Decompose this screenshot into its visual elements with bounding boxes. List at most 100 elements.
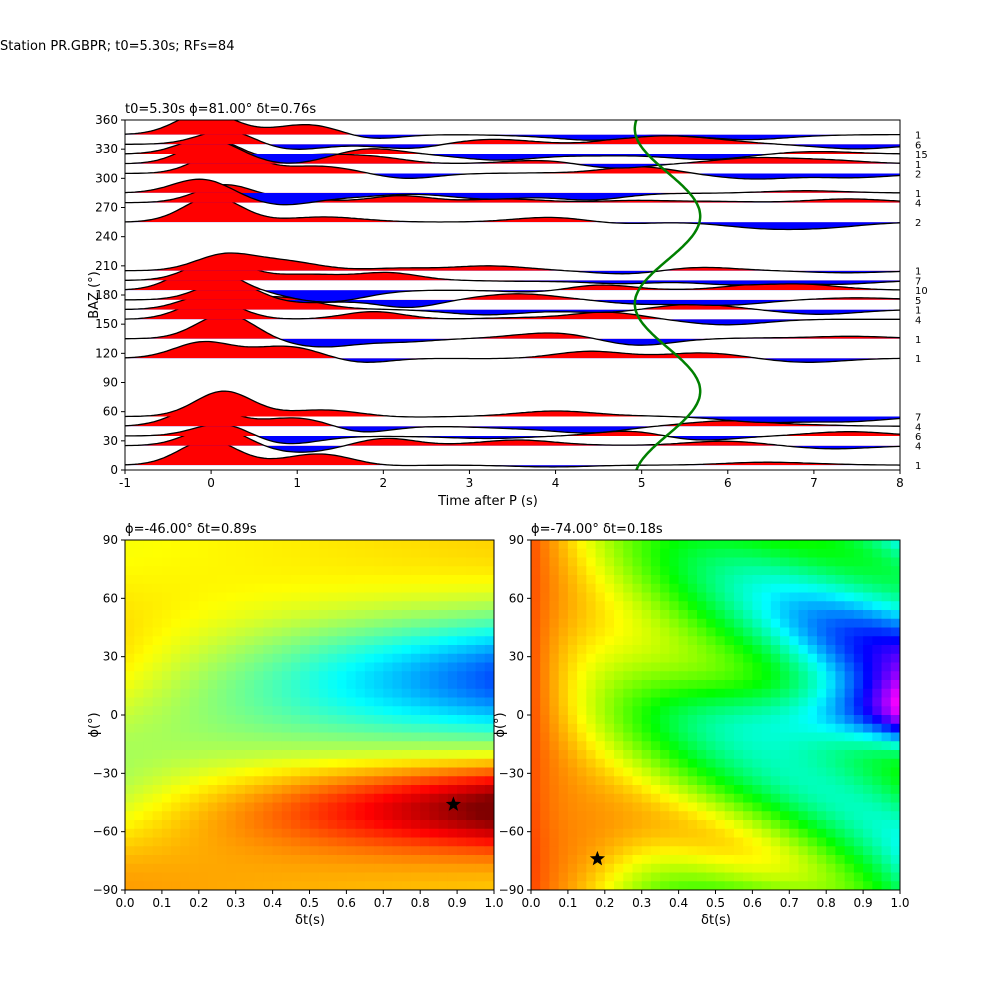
- heatmap-right-cell: [890, 592, 900, 602]
- heatmap-left-cell: [300, 610, 311, 620]
- heatmap-left-cell: [198, 662, 209, 672]
- heatmap-right-cell: [743, 802, 753, 812]
- heatmap-right-cell: [807, 872, 818, 882]
- heatmap-left-cell: [392, 741, 403, 751]
- heatmap-right-cell: [697, 793, 707, 804]
- heatmap-right-cell: [816, 540, 827, 550]
- heatmap-right-cell: [595, 881, 606, 890]
- heatmap-right-cell: [604, 583, 615, 594]
- heatmap-right-cell: [780, 846, 790, 856]
- heatmap-right-cell: [567, 750, 578, 760]
- heatmap-left-cell: [327, 855, 338, 865]
- heatmap-left-cell: [143, 732, 154, 742]
- heatmap-right-cell: [770, 662, 781, 672]
- heatmap-right-cell: [733, 846, 744, 856]
- heatmap-left-cell: [475, 671, 486, 681]
- heatmap-left-cell: [244, 680, 255, 690]
- heatmap-left-cell: [152, 872, 163, 882]
- heatmap-left-cell: [152, 715, 163, 725]
- heatmap-right-cell: [567, 793, 578, 804]
- heatmap-left-cell: [383, 627, 394, 637]
- heatmap-left-cell: [364, 627, 375, 637]
- heatmap-left-cell: [346, 828, 357, 839]
- heatmap-right-cell: [780, 837, 790, 847]
- heatmap-left-cell: [226, 776, 237, 786]
- heatmap-right-cell: [678, 601, 689, 611]
- heatmap-right-cell: [558, 741, 569, 751]
- heatmap-left-cell: [466, 592, 477, 602]
- heatmap-right-cell: [614, 680, 624, 690]
- heatmap-right-cell: [724, 627, 735, 637]
- heatmap-right-cell: [604, 636, 615, 646]
- heatmap-right-cell: [650, 548, 661, 559]
- heatmap-right-cell: [567, 811, 578, 821]
- heatmap-left-cell: [235, 741, 246, 751]
- heatmap-left-cell: [420, 610, 431, 620]
- heatmap-left-cell: [143, 592, 154, 602]
- heatmap-left-cell: [374, 732, 384, 742]
- heatmap-left-cell: [161, 688, 172, 699]
- heatmap-right-cell: [863, 846, 873, 856]
- heatmap-right-cell: [798, 828, 809, 839]
- heatmap-left-cell: [226, 802, 237, 812]
- heatmap-right-cell: [586, 566, 597, 576]
- heatmap-right-cell: [623, 732, 634, 742]
- heatmap-left-cell: [364, 601, 375, 611]
- heatmap-left-cell: [429, 566, 440, 576]
- heatmap-left-cell: [410, 706, 421, 716]
- heatmap-right-cell: [650, 697, 661, 707]
- heatmap-right-cell: [770, 548, 781, 559]
- heatmap-left-cell: [337, 601, 347, 611]
- heatmap-left-cell: [244, 776, 255, 786]
- heatmap-left-cell: [125, 645, 135, 655]
- heatmap-left-cell: [309, 697, 320, 707]
- heatmap-right-cell: [715, 557, 726, 567]
- heatmap-left-cell: [161, 645, 172, 655]
- heatmap-left-cell: [383, 715, 394, 725]
- heatmap-right-cell: [863, 750, 873, 760]
- heatmap-right-cell: [632, 627, 643, 637]
- heatmap-right-cell: [835, 601, 846, 611]
- heatmap-left-ytick-label: 90: [103, 533, 118, 547]
- heatmap-right-cell: [789, 881, 800, 890]
- heatmap-left-cell: [457, 680, 467, 690]
- heatmap-right-cell: [752, 828, 763, 839]
- heatmap-left-cell: [374, 653, 384, 664]
- heatmap-right-cell: [798, 680, 809, 690]
- heatmap-left-cell: [244, 828, 255, 839]
- heatmap-right-cell: [863, 618, 873, 629]
- heatmap-right-cell: [706, 636, 717, 646]
- heatmap-left-cell: [383, 820, 394, 830]
- heatmap-right-cell: [614, 881, 624, 890]
- heatmap-left-cell: [383, 750, 394, 760]
- heatmap-right-cell: [835, 802, 846, 812]
- heatmap-left-cell: [410, 872, 421, 882]
- heatmap-left-cell: [429, 715, 440, 725]
- heatmap-right-cell: [567, 846, 578, 856]
- heatmap-right-cell: [770, 837, 781, 847]
- heatmap-left-cell: [217, 557, 228, 567]
- heatmap-right-cell: [577, 618, 587, 629]
- heatmap-right-cell: [835, 566, 846, 576]
- heatmap-left-cell: [457, 758, 467, 769]
- heatmap-right-cell: [826, 548, 837, 559]
- heatmap-right-cell: [614, 540, 624, 550]
- heatmap-left-cell: [327, 662, 338, 672]
- heatmap-right-cell: [780, 776, 790, 786]
- heatmap-right-cell: [549, 653, 560, 664]
- heatmap-right-cell: [650, 662, 661, 672]
- trace-count-label: 4: [915, 315, 921, 326]
- heatmap-left-cell: [475, 627, 486, 637]
- heatmap-right-cell: [816, 575, 827, 585]
- heatmap-left-cell: [189, 820, 200, 830]
- heatmap-left-cell: [134, 592, 145, 602]
- heatmap-left-cell: [235, 680, 246, 690]
- heatmap-left-cell: [235, 662, 246, 672]
- heatmap-right-cell: [770, 758, 781, 769]
- heatmap-right-cell: [678, 828, 689, 839]
- heatmap-right-cell: [853, 785, 864, 795]
- heatmap-left-cell: [272, 758, 283, 769]
- heatmap-left-cell: [438, 671, 449, 681]
- heatmap-left-cell: [466, 540, 477, 550]
- heatmap-right-cell: [752, 706, 763, 716]
